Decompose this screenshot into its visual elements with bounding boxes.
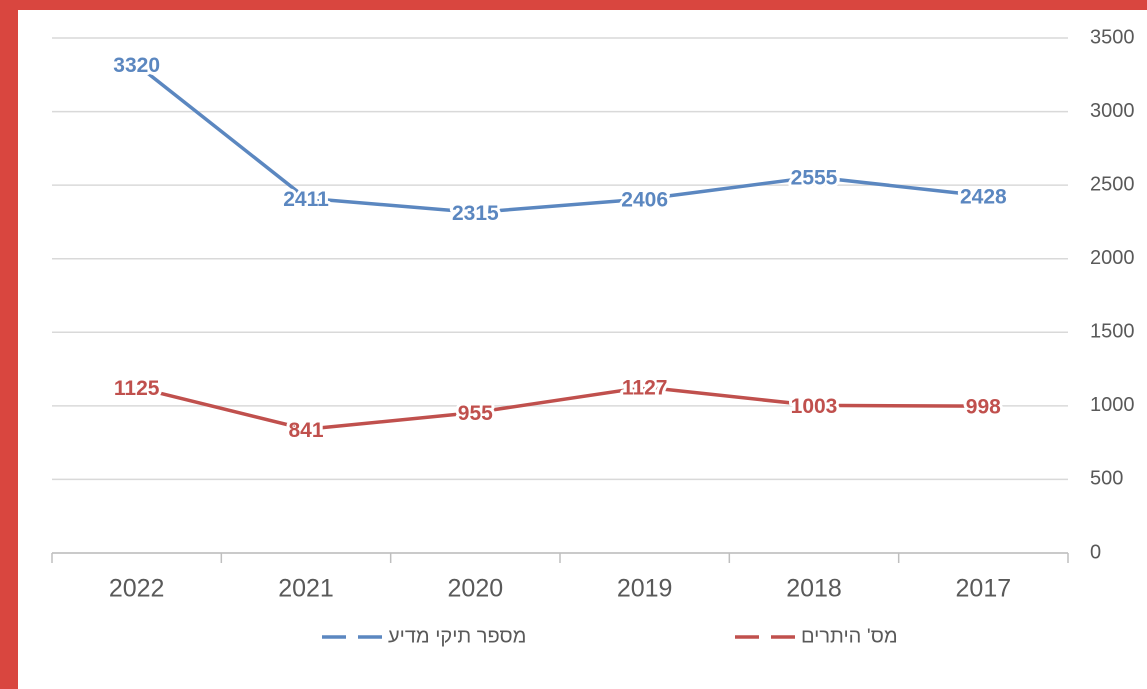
data-label: 2428 — [960, 185, 1007, 208]
x-tick-label: 2019 — [617, 575, 673, 603]
data-label: 2411 — [283, 188, 329, 211]
data-label: 2406 — [621, 189, 668, 212]
y-tick-label: 0 — [1090, 541, 1101, 563]
x-tick-label: 2022 — [109, 575, 165, 603]
x-tick-label: 2017 — [956, 575, 1012, 603]
legend-label: מספר תיקי מדיע — [388, 625, 526, 647]
data-label: 841 — [288, 419, 323, 442]
y-tick-label: 3000 — [1090, 100, 1135, 122]
x-tick-label: 2021 — [278, 575, 334, 603]
y-tick-label: 500 — [1090, 468, 1123, 490]
legend-label: מס' היתרים — [801, 625, 898, 647]
data-label: 998 — [966, 396, 1001, 419]
y-tick-label: 3500 — [1090, 26, 1135, 48]
data-label: 1003 — [791, 395, 838, 418]
y-tick-label: 1500 — [1090, 321, 1135, 343]
y-tick-label: 2500 — [1090, 173, 1135, 195]
x-tick-label: 2018 — [786, 575, 842, 603]
frame-left — [0, 0, 18, 689]
series-line — [136, 385, 984, 432]
data-label: 2555 — [791, 167, 838, 190]
data-label: 2315 — [452, 202, 499, 225]
data-label: 955 — [458, 402, 493, 425]
x-tick-label: 2020 — [448, 575, 504, 603]
y-tick-label: 2000 — [1090, 247, 1135, 269]
data-label: 1125 — [114, 377, 160, 400]
series-line — [135, 63, 984, 215]
data-label: 1127 — [622, 377, 668, 400]
data-label: 3320 — [113, 54, 160, 77]
y-tick-label: 1000 — [1090, 394, 1135, 416]
frame-top — [0, 0, 1147, 10]
